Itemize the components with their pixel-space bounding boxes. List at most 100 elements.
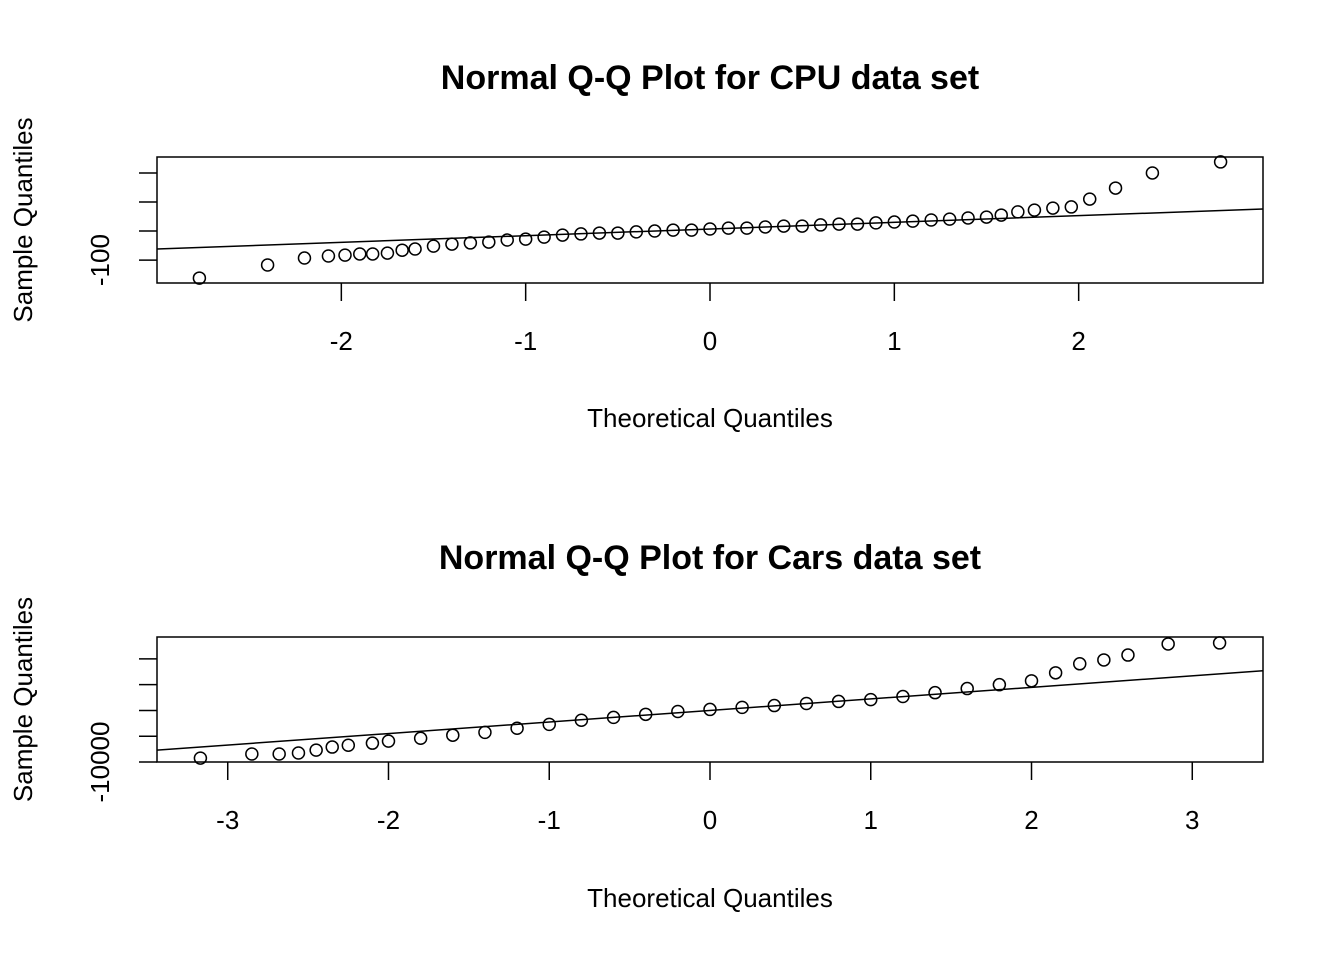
point [611, 226, 625, 240]
point [192, 271, 207, 285]
point [647, 224, 662, 238]
point [537, 230, 551, 244]
point [994, 208, 1008, 222]
point [1097, 653, 1111, 667]
point [482, 235, 496, 249]
point [426, 239, 441, 253]
point [381, 734, 396, 748]
y-tick-label: -10000 [85, 722, 115, 803]
point [979, 210, 994, 224]
point [1048, 666, 1063, 680]
point [353, 247, 367, 261]
x-tick-label: -3 [216, 805, 239, 835]
point [1145, 166, 1160, 180]
point [896, 689, 910, 704]
y-tick-label: -100 [85, 234, 115, 286]
point [703, 702, 717, 717]
point [341, 738, 356, 752]
point [272, 747, 286, 761]
point [1161, 637, 1175, 651]
point [478, 725, 492, 740]
point [767, 698, 782, 713]
point [924, 213, 938, 227]
point [518, 232, 533, 246]
point [260, 258, 275, 272]
point [555, 228, 570, 242]
point [193, 751, 208, 765]
point [445, 237, 459, 251]
x-tick-label: 0 [703, 805, 717, 835]
point [887, 215, 902, 229]
point [961, 211, 975, 225]
point [666, 223, 680, 237]
point [864, 692, 878, 707]
plot-box [156, 636, 1264, 763]
point [408, 242, 422, 256]
x-axis-label: Theoretical Quantiles [587, 403, 833, 433]
point [574, 713, 589, 727]
point [500, 233, 514, 247]
x-tick-label: -1 [538, 805, 561, 835]
x-tick-label: 0 [703, 326, 717, 356]
point [776, 219, 791, 233]
point [321, 249, 336, 263]
point [338, 248, 352, 262]
point [869, 216, 883, 230]
point [1212, 636, 1227, 650]
point [799, 696, 814, 711]
point [574, 227, 588, 241]
x-tick-label: 2 [1071, 326, 1085, 356]
x-tick-label: 1 [887, 326, 901, 356]
qq-line [157, 208, 1263, 250]
point [832, 217, 846, 231]
y-axis-label: Sample Quantiles [8, 117, 38, 322]
qq-line [157, 670, 1263, 751]
point [1213, 155, 1228, 169]
point [463, 236, 478, 250]
y-axis-label: Sample Quantiles [8, 597, 38, 802]
point [1121, 648, 1135, 662]
point [735, 700, 749, 715]
point [1082, 192, 1097, 206]
chart-title: Normal Q-Q Plot for CPU data set [441, 59, 979, 97]
point [297, 251, 312, 265]
point [831, 694, 846, 709]
point [942, 212, 957, 226]
point [606, 710, 621, 725]
point [309, 743, 323, 757]
point [542, 717, 556, 732]
point [592, 226, 607, 240]
x-tick-label: -2 [377, 805, 400, 835]
point [671, 704, 685, 719]
x-axis-label: Theoretical Quantiles [587, 883, 833, 913]
point [395, 243, 409, 257]
point [638, 707, 653, 722]
point [850, 217, 865, 231]
point [365, 736, 380, 750]
point [795, 219, 809, 233]
point [510, 721, 524, 735]
point [291, 746, 306, 760]
point [740, 221, 754, 235]
x-tick-label: 3 [1185, 805, 1199, 835]
chart-title: Normal Q-Q Plot for Cars data set [439, 539, 981, 577]
point [960, 681, 974, 696]
point [1072, 657, 1087, 671]
point [906, 214, 920, 228]
point [325, 740, 339, 754]
point [365, 247, 380, 261]
point [684, 223, 699, 237]
point [446, 728, 460, 742]
point [758, 220, 773, 234]
point [992, 677, 1007, 692]
point [629, 225, 644, 239]
point [245, 747, 259, 761]
point [721, 221, 736, 235]
point [1046, 201, 1060, 215]
point [1024, 674, 1039, 688]
point [1108, 181, 1123, 195]
plot-box [156, 156, 1264, 284]
point [703, 222, 717, 236]
point [928, 685, 942, 700]
